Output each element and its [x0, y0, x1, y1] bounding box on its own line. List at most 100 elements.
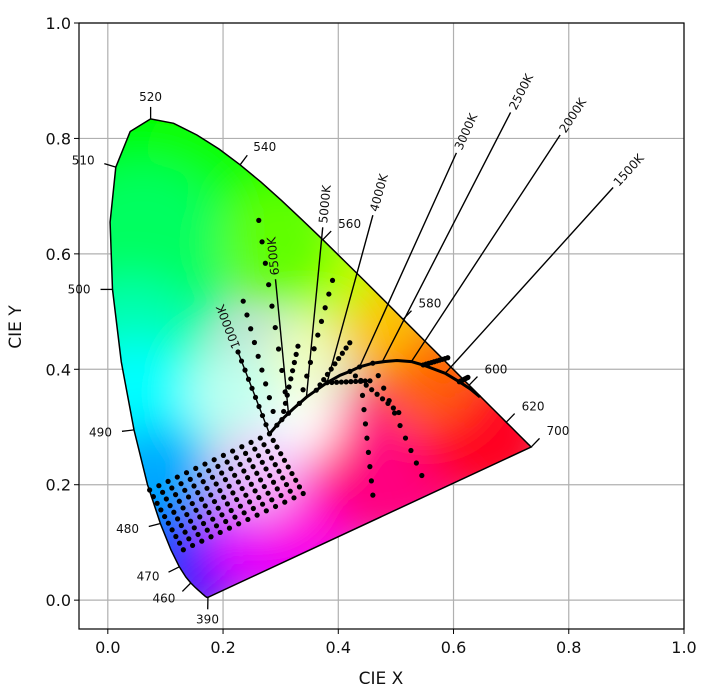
isotherm-point [332, 361, 338, 367]
isotherm-point [215, 463, 221, 469]
isotherm-point [224, 501, 231, 507]
wavelength-tick [168, 566, 180, 573]
isotherm-line [274, 279, 290, 414]
isotherm-point [365, 449, 372, 455]
isotherm-point [386, 398, 392, 404]
isotherm-point [233, 455, 239, 461]
isotherm-label: 2000K [556, 95, 589, 136]
isotherm-point [217, 488, 223, 494]
isotherm-line [444, 187, 614, 374]
isotherm-point [189, 542, 196, 549]
isotherm-point [193, 465, 199, 471]
wavelength-tick [148, 522, 161, 528]
isotherm-label: 1500K [611, 150, 648, 189]
isotherm-point [270, 437, 276, 443]
isotherm-point [195, 531, 201, 538]
isotherm-point [150, 494, 156, 500]
isotherm-point [154, 500, 160, 506]
isotherm-point [180, 505, 186, 511]
isotherm-point [213, 481, 219, 487]
isotherm-point [174, 474, 180, 480]
isotherm-point [296, 484, 303, 490]
isotherm-point [281, 408, 287, 415]
isotherm-point [282, 499, 288, 505]
isotherm-point [368, 478, 374, 484]
isotherm-point [300, 387, 306, 393]
isotherm-point [285, 464, 291, 470]
x-tick-label: 0.4 [326, 638, 351, 657]
isotherm-point [241, 468, 247, 474]
isotherm-point [367, 464, 373, 470]
y-tick-label: 0.6 [46, 245, 71, 264]
isotherm-point [187, 476, 193, 482]
isotherm-point [167, 503, 173, 509]
isotherm-point [390, 405, 396, 411]
isotherm-point [204, 485, 210, 491]
wavelength-tick [181, 582, 192, 592]
isotherm-point [255, 353, 261, 359]
isotherm-line [410, 134, 561, 362]
isotherm-point [184, 511, 190, 518]
isotherm-point [232, 472, 238, 478]
isotherm-point [248, 439, 254, 446]
isotherm-point [343, 345, 349, 351]
isotherm-line [381, 112, 512, 362]
wavelength-label: 390 [196, 612, 219, 626]
isotherm-point [239, 485, 245, 492]
isotherm-point [228, 507, 234, 514]
isotherm-label: 6500K [264, 235, 282, 276]
isotherm-point [208, 534, 214, 540]
isotherm-point [232, 514, 238, 520]
x-tick-label: 0.8 [556, 638, 581, 657]
isotherm-point [169, 485, 175, 491]
isotherm-point [211, 457, 217, 463]
y-tick-label: 0.4 [46, 360, 71, 379]
isotherm-point [397, 422, 403, 429]
isotherm-label: 2500K [506, 71, 537, 113]
isotherm-point [275, 346, 282, 352]
isotherm-point [173, 533, 179, 540]
wavelength-tick [468, 376, 478, 386]
isotherm-point [363, 382, 369, 388]
isotherm-point [262, 260, 268, 266]
isotherm-point [241, 510, 247, 516]
isotherm-point [381, 385, 387, 391]
isotherm-point [224, 459, 230, 465]
isotherm-point [265, 490, 271, 496]
isotherm-point [244, 312, 250, 318]
isotherm-point [336, 355, 342, 362]
isotherm-point [339, 350, 345, 356]
isotherm-point [396, 409, 402, 416]
isotherm-point [361, 407, 367, 413]
isotherm-point [348, 379, 354, 385]
isotherm-point [226, 525, 233, 531]
isotherm-point [217, 529, 223, 536]
isotherm-point [281, 457, 288, 463]
y-axis-title: CIE Y [6, 305, 26, 349]
isotherm-point [156, 483, 162, 489]
isotherm-point [272, 503, 279, 510]
isotherm-point [199, 538, 205, 544]
isotherm-point [321, 377, 327, 383]
wavelength-label: 510 [72, 154, 95, 168]
x-tick-label: 0.6 [441, 638, 466, 657]
isotherm-point [326, 291, 332, 297]
isotherm-point [300, 490, 306, 497]
isotherm-point [180, 547, 186, 553]
isotherm-point [255, 453, 262, 459]
isotherm-point [200, 520, 207, 527]
isotherm-point [274, 444, 280, 450]
isotherm-point [261, 442, 267, 448]
isotherm-point [370, 492, 376, 498]
isotherm-point [276, 468, 282, 474]
isotherm-point [259, 501, 266, 507]
isotherm-point [293, 477, 299, 483]
isotherm-point [291, 495, 297, 501]
isotherm-point [223, 518, 229, 525]
isotherm-point [362, 378, 368, 384]
isotherm-point [419, 472, 425, 479]
wavelength-tick [104, 162, 117, 168]
isotherm-point [158, 507, 164, 513]
isotherm-point [265, 448, 271, 454]
isotherm-point [219, 512, 225, 518]
